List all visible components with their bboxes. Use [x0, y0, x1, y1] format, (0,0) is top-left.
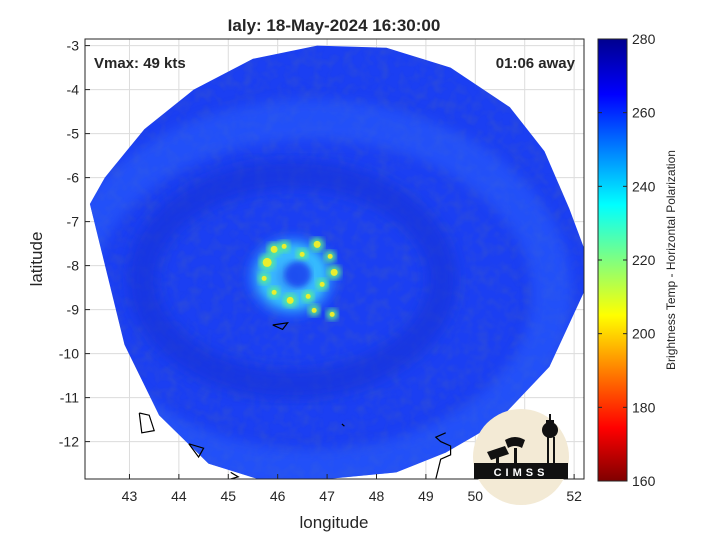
convective-core: [319, 281, 325, 287]
vmax-annotation: Vmax: 49 kts: [94, 55, 186, 72]
logo-text: CIMSS: [494, 467, 549, 479]
time-away-annotation: 01:06 away: [496, 55, 576, 72]
convective-core: [262, 257, 272, 267]
x-axis-label: longitude: [299, 513, 368, 532]
coastline: [434, 432, 452, 479]
logo-silhouettes: [487, 414, 558, 463]
y-tick-label: -6: [67, 170, 80, 186]
convective-core: [271, 289, 277, 295]
convective-core: [305, 293, 311, 299]
coastline: [341, 423, 345, 427]
y-tick-label: -4: [67, 82, 80, 98]
colorbar-tick-label: 260: [632, 105, 656, 121]
colorbar-ticks: 160 180 200 220 240 260 280: [598, 31, 656, 489]
convective-core: [261, 275, 267, 281]
convective-core: [311, 307, 317, 313]
inner-moat: [127, 159, 458, 400]
colorbar-tick-label: 180: [632, 399, 656, 415]
coastlines: [138, 321, 509, 479]
colorbar-tick-label: 160: [632, 473, 656, 489]
coastline: [188, 443, 205, 459]
colorbar-ramp: [597, 38, 628, 482]
y-tick-label: -10: [59, 346, 79, 362]
convective-core: [327, 253, 333, 259]
outer-rainband: [89, 99, 573, 479]
y-axis-label: latitude: [27, 232, 46, 287]
y-tick-label: -3: [67, 38, 80, 54]
plot-area: 43444546474849505152 -3-4-5-6-7-8-9-10-1…: [59, 38, 585, 505]
y-tick-label: -11: [60, 390, 79, 406]
coastline: [230, 471, 240, 479]
cimss-logo: CIMSS: [473, 409, 569, 505]
x-tick-label: 45: [220, 488, 236, 504]
convective-core: [281, 243, 287, 249]
x-tick-label: 52: [566, 488, 582, 504]
x-tick-label: 47: [319, 488, 335, 504]
y-tick-label: -7: [67, 214, 80, 230]
y-tick-label: -12: [59, 434, 79, 450]
convective-core: [286, 296, 294, 304]
colorbar-tick-label: 220: [632, 252, 656, 268]
coastline: [272, 321, 289, 331]
microwave-swath: [89, 45, 584, 479]
y-tick-label: -5: [67, 126, 80, 142]
convective-core: [299, 251, 305, 257]
convective-core: [329, 311, 335, 317]
x-tick-label: 50: [468, 488, 484, 504]
convective-core: [330, 268, 338, 276]
logo-banner: [474, 463, 568, 479]
plot-frame: [84, 38, 585, 480]
coastline: [138, 412, 155, 434]
y-tick-label: -8: [67, 258, 80, 274]
colorbar-tick-label: 200: [632, 326, 656, 342]
colorbar-label: Brightness Temp - Horizontal Polarizatio…: [664, 150, 678, 370]
colorbar-tick-label: 240: [632, 178, 656, 194]
y-axis-ticks: -3 -4 -5 -6 -7 -8 -9 -10 -11 -12: [59, 38, 90, 450]
storm-eye: [285, 261, 312, 288]
convective-core: [270, 245, 278, 253]
colorbar: 160 180 200 220 240 260 280 Brightness Temp - …: [597, 31, 678, 489]
x-tick-label: 46: [270, 488, 286, 504]
convective-core: [313, 240, 321, 248]
chart-title: Ialy: 18-May-2024 16:30:00: [228, 16, 441, 35]
x-tick-label: 49: [418, 488, 434, 504]
y-tick-label: -9: [67, 302, 80, 318]
colorbar-tick-label: 280: [632, 31, 656, 47]
x-tick-label: 44: [171, 488, 187, 504]
x-tick-label: 48: [369, 488, 385, 504]
x-tick-label: 43: [122, 488, 138, 504]
